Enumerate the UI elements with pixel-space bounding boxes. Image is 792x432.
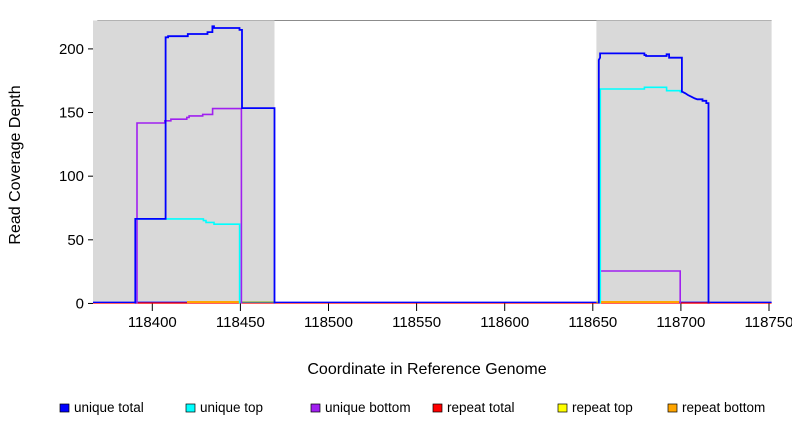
svg-text:unique bottom: unique bottom (325, 400, 411, 415)
svg-text:118750: 118750 (745, 314, 792, 331)
svg-text:100: 100 (59, 168, 84, 185)
svg-text:50: 50 (67, 232, 84, 249)
svg-text:repeat bottom: repeat bottom (682, 400, 765, 415)
svg-text:118450: 118450 (216, 314, 265, 331)
svg-text:repeat total: repeat total (447, 400, 515, 415)
svg-text:150: 150 (59, 105, 84, 122)
svg-text:118550: 118550 (392, 314, 441, 331)
svg-text:118500: 118500 (304, 314, 353, 331)
svg-text:0: 0 (76, 295, 84, 312)
svg-text:118650: 118650 (568, 314, 617, 331)
svg-text:unique total: unique total (74, 400, 144, 415)
svg-text:Coordinate in Reference Genome: Coordinate in Reference Genome (307, 361, 546, 378)
svg-text:118700: 118700 (656, 314, 705, 331)
svg-text:Read Coverage Depth: Read Coverage Depth (7, 85, 24, 244)
svg-text:repeat top: repeat top (572, 400, 633, 415)
svg-text:118400: 118400 (128, 314, 177, 331)
svg-text:118600: 118600 (480, 314, 529, 331)
svg-text:unique top: unique top (200, 400, 263, 415)
svg-text:200: 200 (59, 41, 84, 58)
